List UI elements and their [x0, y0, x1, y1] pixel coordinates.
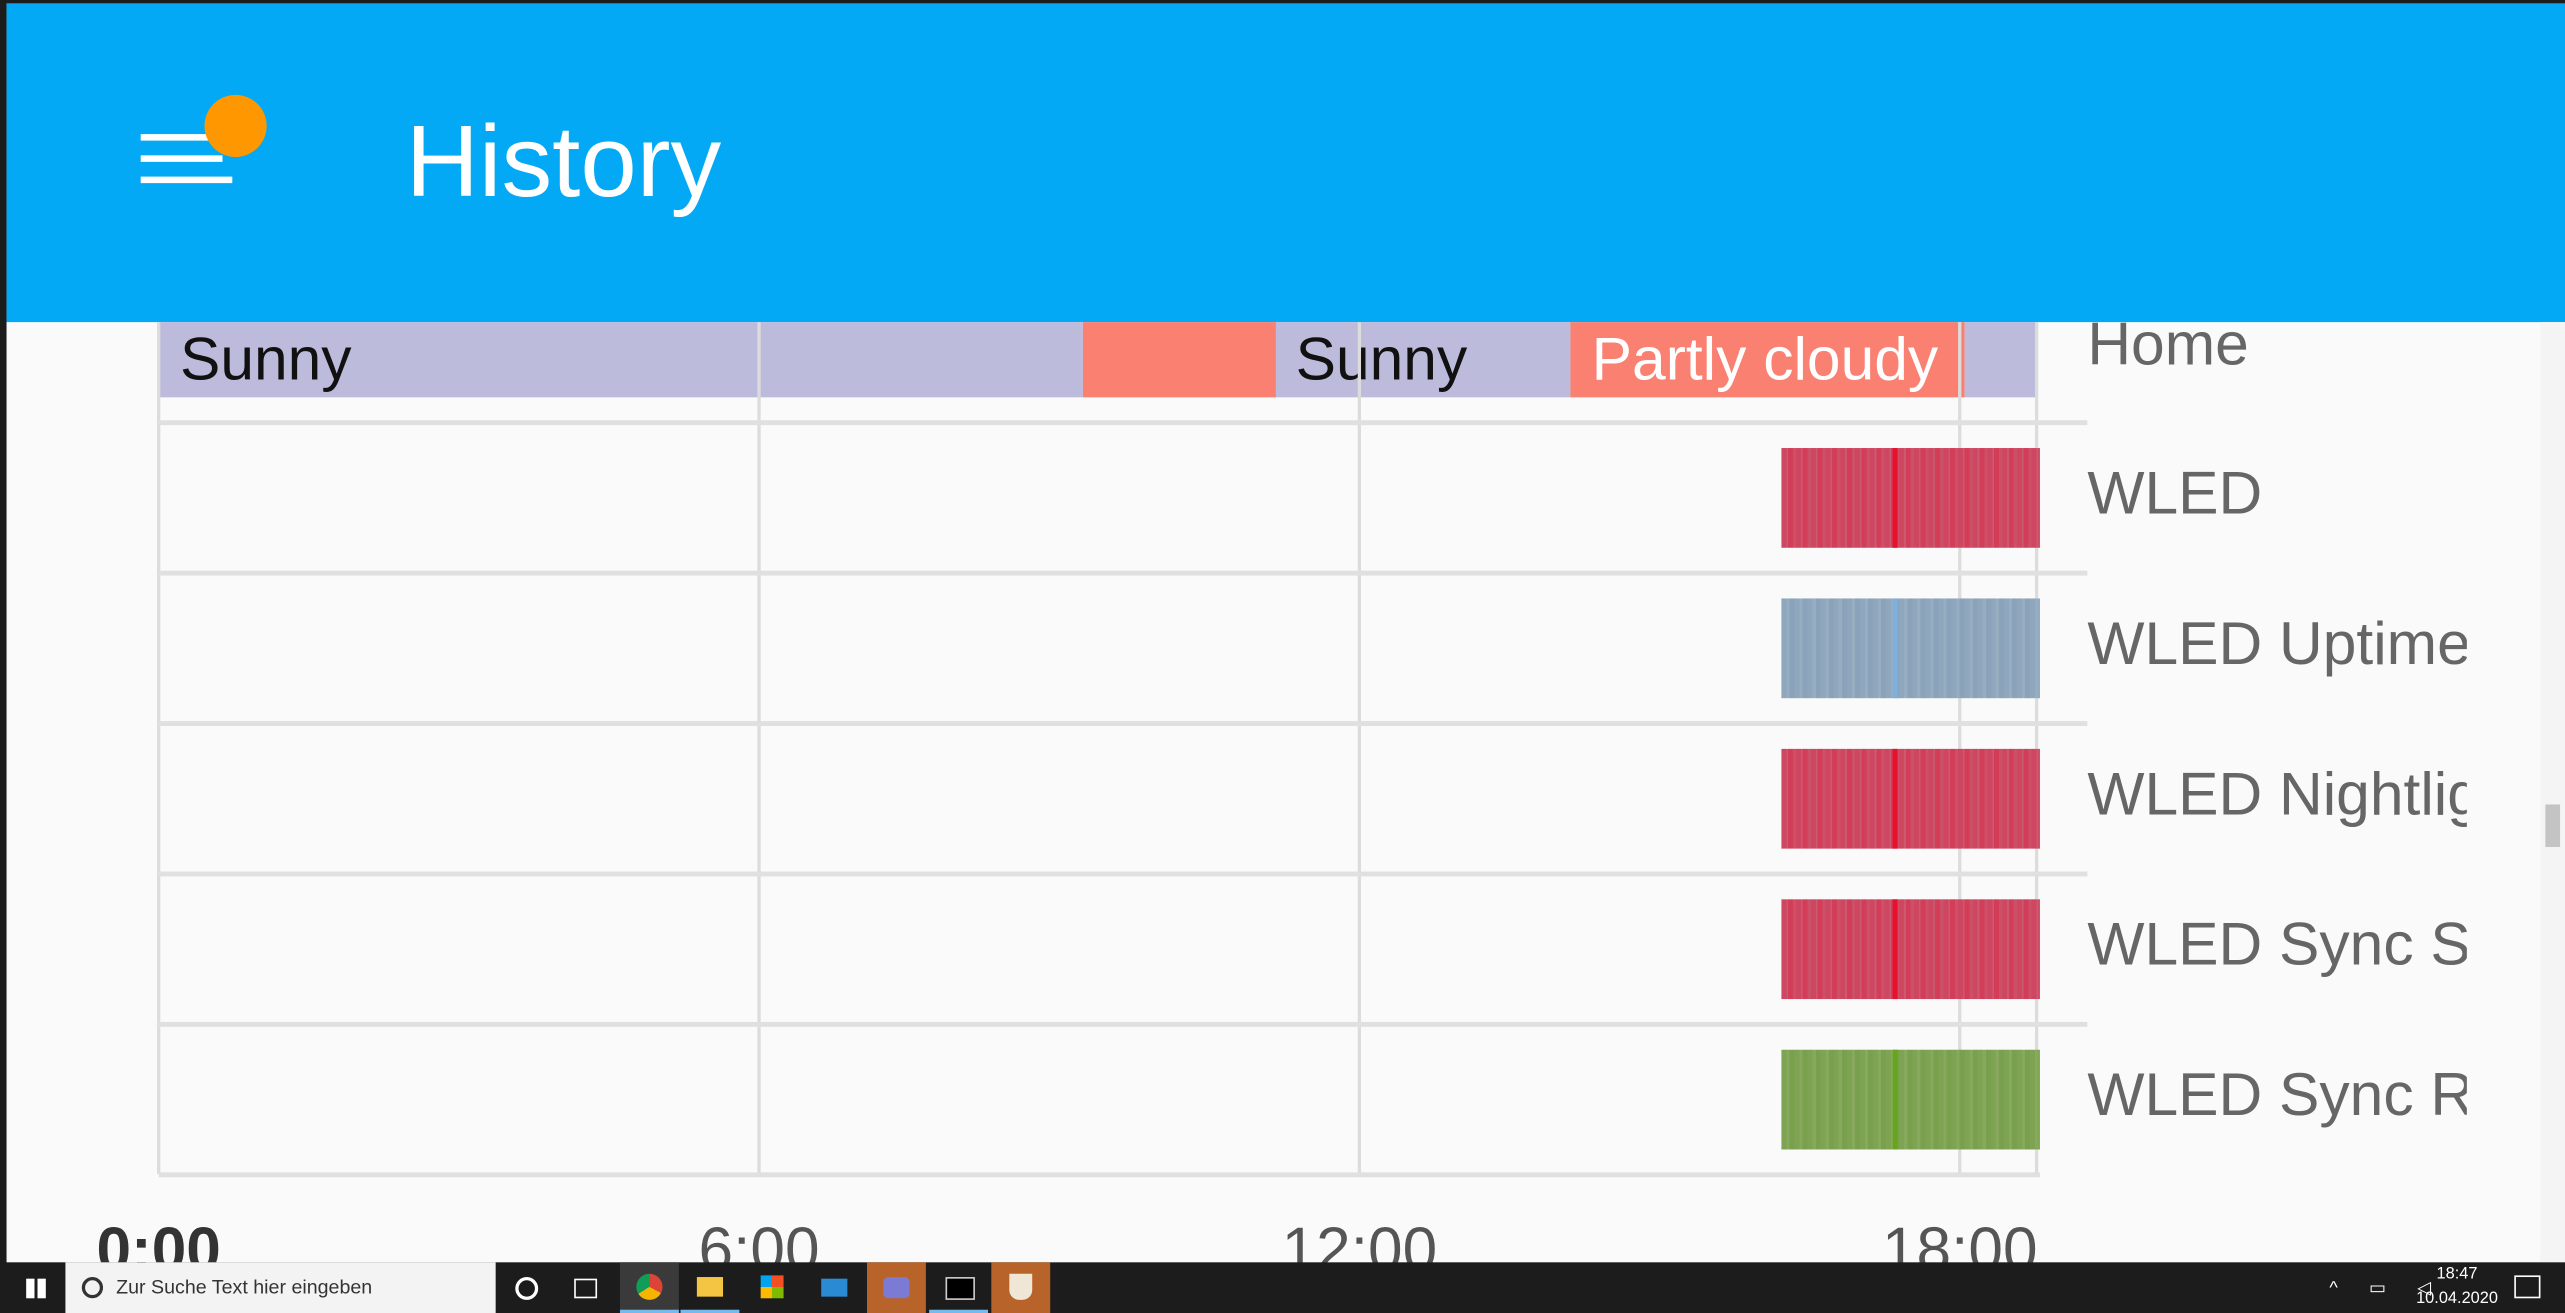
- state-segment: [1275, 322, 1571, 398]
- row-divider: [158, 1172, 2040, 1178]
- scrollbar-thumb[interactable]: [2545, 804, 2561, 847]
- notification-button[interactable]: [2514, 1275, 2541, 1299]
- page-title: History: [405, 106, 722, 220]
- state-bar: [1781, 748, 2040, 849]
- state-bar: [1781, 598, 2040, 699]
- icon: [945, 1277, 975, 1300]
- grid-line: [1958, 322, 1962, 1175]
- row-label: WLED: [2087, 459, 2263, 527]
- search-box[interactable]: Zur Suche Text hier eingeben: [65, 1262, 496, 1313]
- row-label: WLED Sync S: [2087, 910, 2467, 978]
- state-mark: [1892, 448, 1898, 548]
- menu-bar: [140, 176, 233, 184]
- segment-label: Partly cloudy: [1591, 325, 1939, 393]
- explorer-app[interactable]: [680, 1262, 740, 1313]
- java-app[interactable]: [991, 1262, 1051, 1313]
- state-bar: [1781, 1049, 2040, 1150]
- grid-line: [157, 322, 161, 1175]
- grid-line: [757, 322, 761, 1175]
- row-label: WLED Nightlig: [2087, 760, 2467, 828]
- icon: [515, 1277, 539, 1300]
- state-mark: [1892, 899, 1898, 1000]
- row-divider: [158, 721, 2088, 726]
- segment-label: Sunny: [179, 325, 352, 393]
- search-placeholder: Zur Suche Text hier eingeben: [116, 1275, 373, 1299]
- icon: [821, 1278, 848, 1297]
- state-segment: [158, 322, 1083, 398]
- menu-bar: [140, 155, 223, 162]
- grid-line: [1357, 322, 1362, 1175]
- row-label: WLED Sync R: [2087, 1061, 2467, 1129]
- cortana-button[interactable]: [496, 1262, 555, 1313]
- state-segment: [1570, 322, 1965, 398]
- state-segment: [1964, 322, 2037, 398]
- scrollbar[interactable]: [2540, 322, 2565, 1263]
- terminal-app[interactable]: [929, 1262, 989, 1313]
- row-divider: [158, 570, 2088, 576]
- taskbar: Zur Suche Text hier eingeben ^ ▭ ◁ 18:47…: [0, 1262, 2565, 1313]
- grid-line: [2034, 322, 2039, 1175]
- row-divider: [158, 1021, 2088, 1027]
- tray-icons[interactable]: ^ ▭ ◁: [2329, 1278, 2445, 1299]
- state-mark: [1892, 598, 1898, 699]
- app-header: [6, 0, 2565, 323]
- icon: [760, 1275, 784, 1299]
- icon: [883, 1277, 910, 1299]
- row-divider: [158, 871, 2088, 877]
- row-label: Home: [2087, 310, 2249, 378]
- chrome-app[interactable]: [619, 1262, 679, 1313]
- state-mark: [1892, 1049, 1898, 1150]
- search-icon: [81, 1277, 104, 1299]
- row-label: WLED Uptime: [2087, 609, 2467, 677]
- window-edge: [0, 0, 7, 1313]
- clock-time[interactable]: 18:47: [2436, 1265, 2478, 1284]
- start-button[interactable]: [7, 1262, 66, 1313]
- icon: [1009, 1273, 1033, 1300]
- icon: [636, 1273, 663, 1300]
- menu-bar: [140, 134, 216, 141]
- state-segment: [1082, 322, 1276, 398]
- segment-label: Sunny: [1295, 325, 1468, 393]
- state-mark: [1892, 748, 1898, 849]
- store-app[interactable]: [743, 1262, 802, 1313]
- row-divider: [158, 420, 2088, 426]
- badge-dot: [204, 94, 267, 157]
- clock-date[interactable]: 10.04.2020: [2416, 1290, 2498, 1309]
- task-view-button[interactable]: [556, 1262, 615, 1313]
- app[interactable]: [866, 1262, 926, 1313]
- windows-logo: [26, 1278, 46, 1299]
- mail-app[interactable]: [805, 1262, 864, 1313]
- icon: [574, 1278, 598, 1299]
- menu-button[interactable]: [140, 94, 272, 196]
- icon: [696, 1277, 724, 1297]
- state-bar: [1781, 899, 2040, 1000]
- state-bar: [1781, 448, 2040, 548]
